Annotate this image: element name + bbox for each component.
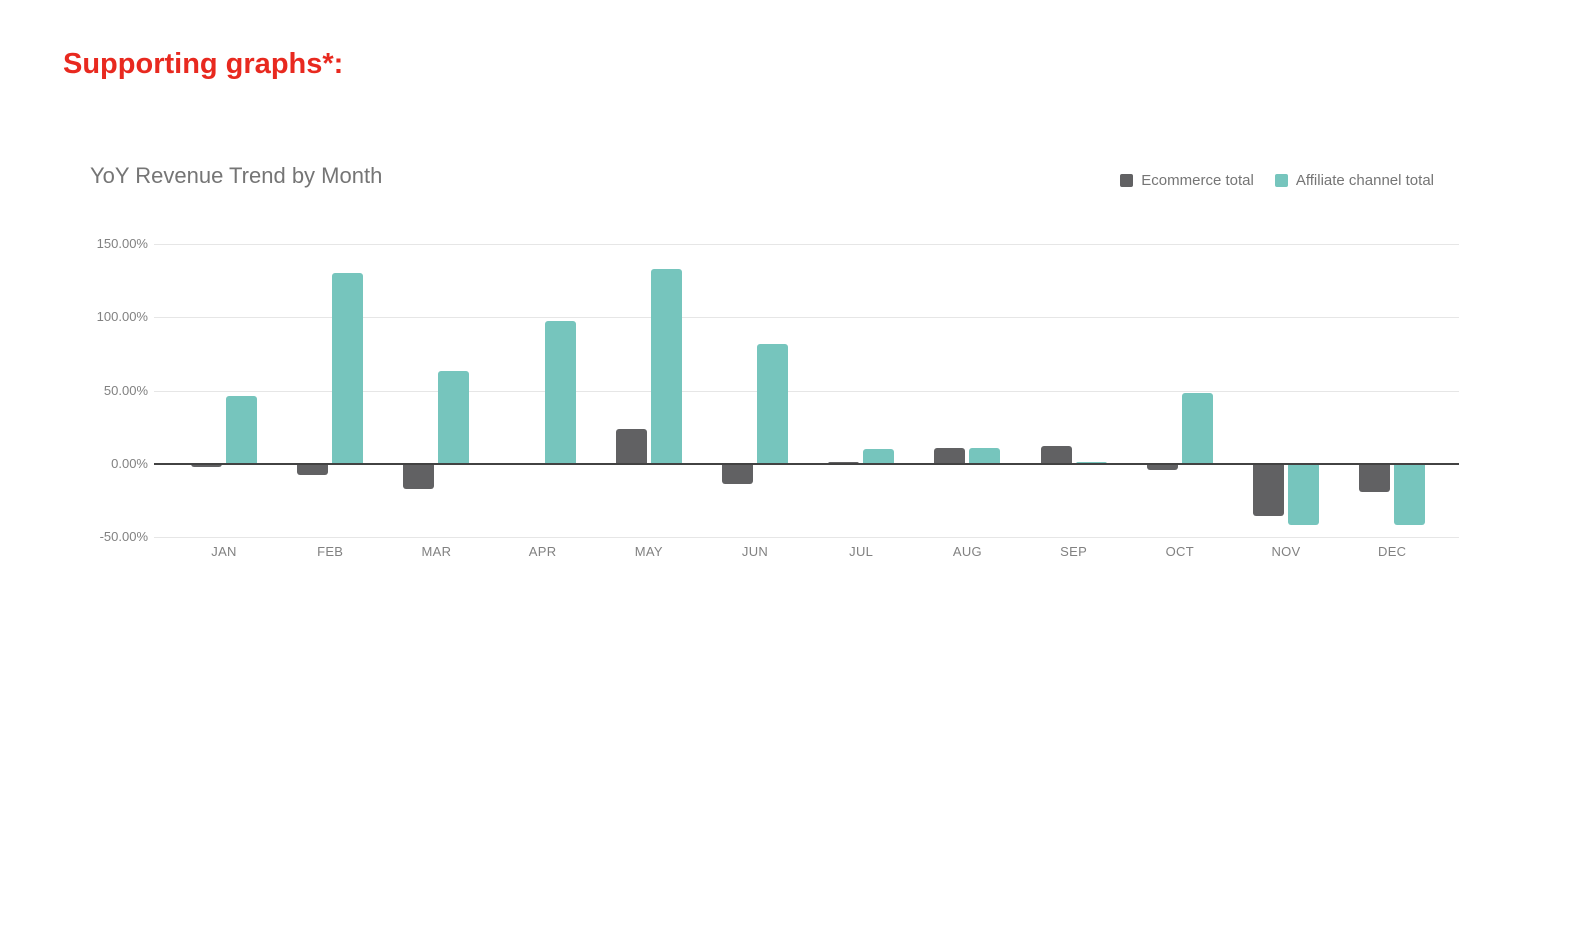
bar-affiliate-aug [969, 448, 1001, 464]
x-axis-tick-aug: AUG [952, 544, 982, 559]
bar-affiliate-dec [1394, 463, 1426, 525]
bar-ecommerce-aug [934, 447, 966, 464]
gridline-100 [154, 317, 1459, 319]
x-axis-tick-apr: APR [528, 544, 557, 559]
bar-ecommerce-sep [1040, 446, 1072, 464]
bar-ecommerce-jul [828, 461, 860, 464]
legend-item-affiliate: Affiliate channel total [1274, 171, 1434, 189]
x-axis-tick-nov: NOV [1271, 544, 1301, 559]
chart-title: YoY Revenue Trend by Month [90, 163, 383, 188]
legend-item-ecommerce: Ecommerce total [1120, 172, 1254, 189]
bar-ecommerce-nov [1253, 463, 1284, 517]
x-axis-tick-may: MAY [634, 544, 663, 559]
bar-ecommerce-jun [722, 463, 753, 484]
bar-ecommerce-may [615, 428, 647, 464]
chart-legend: Ecommerce total Affiliate channel total [1120, 170, 1434, 190]
x-axis-zero-line [154, 462, 1459, 465]
gridline-50 [154, 390, 1459, 392]
x-axis-tick-jul: JUL [849, 544, 874, 559]
x-axis-tick-dec: DEC [1378, 544, 1407, 559]
gridline-150 [154, 244, 1459, 245]
bar-affiliate-apr [544, 320, 576, 464]
bar-affiliate-nov [1288, 463, 1319, 525]
x-axis-tick-sep: SEP [1060, 544, 1088, 559]
x-axis-tick-mar: MAR [421, 544, 452, 559]
bar-affiliate-jun [757, 343, 788, 464]
legend-label-affiliate: Affiliate channel total [1295, 171, 1434, 189]
x-axis-tick-jun: JUN [741, 544, 769, 559]
legend-swatch-affiliate-icon [1274, 173, 1288, 187]
bar-ecommerce-jan [191, 463, 222, 467]
bar-affiliate-may [650, 268, 682, 464]
bar-affiliate-feb [332, 273, 364, 464]
bar-ecommerce-feb [297, 463, 329, 476]
x-axis-tick-feb: FEB [317, 544, 344, 559]
bar-affiliate-mar [438, 371, 470, 464]
bar-affiliate-jul [863, 449, 895, 464]
legend-label-ecommerce: Ecommerce total [1141, 171, 1254, 189]
page-heading: Supporting graphs*: [63, 48, 344, 80]
bar-affiliate-oct [1181, 393, 1213, 464]
bar-affiliate-jan [226, 396, 257, 464]
x-axis-tick-jan: JAN [211, 544, 237, 559]
y-axis-tick-150: 150.00% [96, 236, 148, 251]
gridline--50 [154, 537, 1459, 538]
y-axis-tick-0: 0.00% [111, 455, 148, 471]
bar-ecommerce-mar [403, 463, 435, 489]
bar-ecommerce-dec [1359, 463, 1391, 492]
bar-ecommerce-oct [1146, 463, 1178, 470]
legend-swatch-ecommerce-icon [1120, 173, 1134, 187]
y-axis-tick--50: -50.00% [99, 529, 148, 544]
y-axis-tick-50: 50.00% [103, 382, 148, 398]
y-axis-tick-100: 100.00% [96, 309, 148, 325]
x-axis-tick-oct: OCT [1165, 544, 1194, 559]
